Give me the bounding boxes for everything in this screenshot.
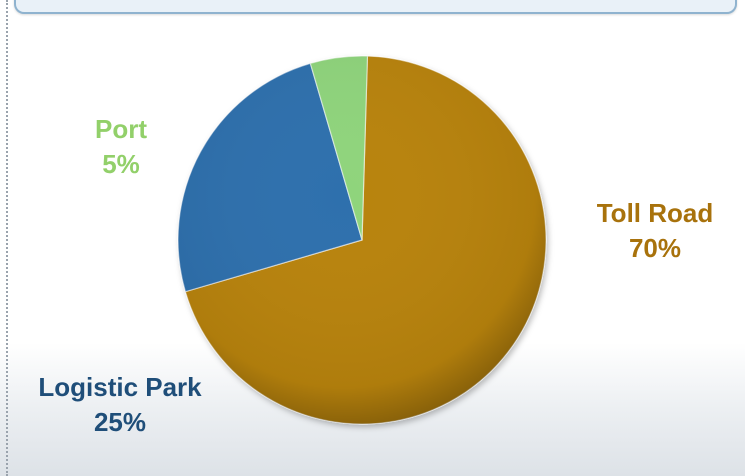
label-logistic-park-value: 25% xyxy=(93,407,147,438)
label-port: Port 5% xyxy=(66,112,176,182)
label-port-name: Port xyxy=(95,114,147,144)
label-logistic-park: Logistic Park 25% xyxy=(20,370,220,440)
label-toll-road-value: 70% xyxy=(628,233,682,264)
header-bar xyxy=(14,0,737,14)
label-logistic-park-name: Logistic Park xyxy=(38,372,202,402)
label-toll-road-name: Toll Road xyxy=(596,198,714,228)
panel-border xyxy=(6,0,8,476)
label-port-value: 5% xyxy=(102,149,140,180)
label-toll-road: Toll Road 70% xyxy=(580,196,730,266)
